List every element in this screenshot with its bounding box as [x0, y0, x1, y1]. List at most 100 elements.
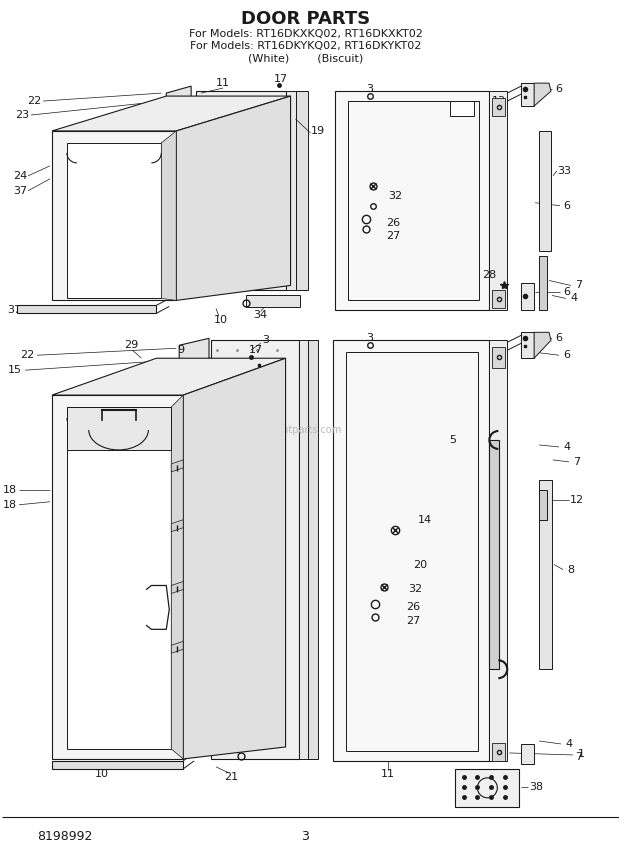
Text: 1: 1	[577, 749, 584, 759]
Text: 7: 7	[575, 281, 582, 290]
Text: 29: 29	[125, 341, 139, 350]
Polygon shape	[450, 101, 474, 116]
Text: 27: 27	[386, 230, 400, 241]
Text: 30: 30	[196, 532, 210, 543]
Polygon shape	[211, 341, 298, 759]
Polygon shape	[539, 490, 547, 520]
Polygon shape	[161, 131, 176, 300]
Polygon shape	[67, 407, 171, 450]
Polygon shape	[296, 91, 308, 290]
Polygon shape	[521, 744, 534, 764]
Polygon shape	[286, 91, 301, 290]
Polygon shape	[171, 520, 183, 532]
Text: 34: 34	[254, 311, 268, 320]
Text: 12: 12	[570, 495, 584, 505]
Polygon shape	[171, 460, 183, 472]
Polygon shape	[298, 341, 312, 759]
Text: 18: 18	[3, 500, 17, 510]
Text: 9: 9	[178, 345, 185, 355]
Polygon shape	[492, 348, 505, 368]
Text: 7: 7	[575, 752, 582, 762]
Text: 38: 38	[529, 782, 543, 792]
Polygon shape	[176, 96, 291, 300]
Text: 7: 7	[574, 457, 580, 467]
Polygon shape	[454, 769, 519, 806]
Polygon shape	[539, 256, 547, 311]
Polygon shape	[492, 290, 505, 308]
Polygon shape	[52, 358, 286, 395]
Polygon shape	[171, 641, 183, 653]
Text: For Models: RT16DKXKQ02, RT16DKXKT02: For Models: RT16DKXKQ02, RT16DKXKT02	[188, 29, 422, 39]
Polygon shape	[52, 761, 183, 769]
Text: 29: 29	[196, 592, 210, 603]
Polygon shape	[67, 407, 171, 749]
Text: 16: 16	[189, 525, 203, 535]
Polygon shape	[489, 440, 499, 669]
Text: 14: 14	[418, 514, 432, 525]
Text: 27: 27	[405, 616, 420, 627]
Text: 37: 37	[7, 306, 21, 315]
Text: 33: 33	[557, 166, 571, 175]
Text: 6: 6	[564, 200, 570, 211]
Text: 4: 4	[565, 739, 572, 749]
Text: 3: 3	[262, 336, 269, 345]
Text: 13: 13	[492, 96, 507, 106]
Text: DOOR PARTS: DOOR PARTS	[241, 10, 370, 28]
Text: 11: 11	[216, 78, 230, 88]
Text: 28: 28	[482, 270, 497, 281]
Polygon shape	[534, 332, 551, 358]
Text: 6: 6	[556, 333, 562, 343]
Polygon shape	[246, 295, 301, 307]
Polygon shape	[539, 131, 551, 251]
Text: 8: 8	[567, 565, 575, 574]
Text: 6: 6	[564, 288, 570, 297]
Text: 3: 3	[366, 333, 374, 343]
Text: 8198992: 8198992	[37, 830, 92, 843]
Text: 37: 37	[13, 186, 27, 196]
Polygon shape	[52, 131, 176, 300]
Text: 19: 19	[311, 126, 326, 136]
Polygon shape	[171, 581, 183, 593]
Text: 18: 18	[3, 484, 17, 495]
Text: 22: 22	[20, 350, 34, 360]
Polygon shape	[52, 96, 291, 131]
Polygon shape	[171, 395, 183, 759]
Polygon shape	[521, 283, 534, 311]
Text: 20: 20	[413, 560, 427, 569]
Polygon shape	[334, 341, 489, 761]
Text: 10: 10	[214, 315, 228, 325]
Text: 26: 26	[405, 603, 420, 612]
Polygon shape	[183, 358, 286, 759]
Text: 15: 15	[8, 366, 22, 375]
Text: 3: 3	[366, 84, 374, 94]
Polygon shape	[166, 86, 191, 285]
Polygon shape	[521, 332, 534, 358]
Text: 24: 24	[13, 171, 27, 181]
Polygon shape	[492, 98, 505, 116]
Text: 21: 21	[224, 772, 238, 782]
Polygon shape	[17, 306, 156, 313]
Polygon shape	[521, 83, 534, 106]
Polygon shape	[52, 395, 183, 759]
Text: allreplacementparts.com: allreplacementparts.com	[219, 425, 342, 435]
Text: 17: 17	[249, 345, 263, 355]
Polygon shape	[492, 743, 505, 761]
Text: 32: 32	[388, 191, 402, 201]
Polygon shape	[179, 338, 209, 754]
Text: 32: 32	[408, 585, 422, 594]
Polygon shape	[489, 91, 507, 311]
Polygon shape	[335, 91, 489, 311]
Polygon shape	[67, 143, 161, 299]
Polygon shape	[539, 480, 552, 669]
Text: 22: 22	[27, 96, 41, 106]
Text: 10: 10	[95, 769, 108, 779]
Text: 26: 26	[386, 217, 400, 228]
Text: 30: 30	[196, 654, 210, 664]
Text: 4: 4	[570, 294, 577, 303]
Text: 17: 17	[273, 74, 288, 84]
Text: 5: 5	[449, 435, 456, 445]
Polygon shape	[308, 341, 319, 759]
Polygon shape	[534, 83, 551, 106]
Text: 6: 6	[556, 84, 562, 94]
Polygon shape	[489, 341, 507, 761]
